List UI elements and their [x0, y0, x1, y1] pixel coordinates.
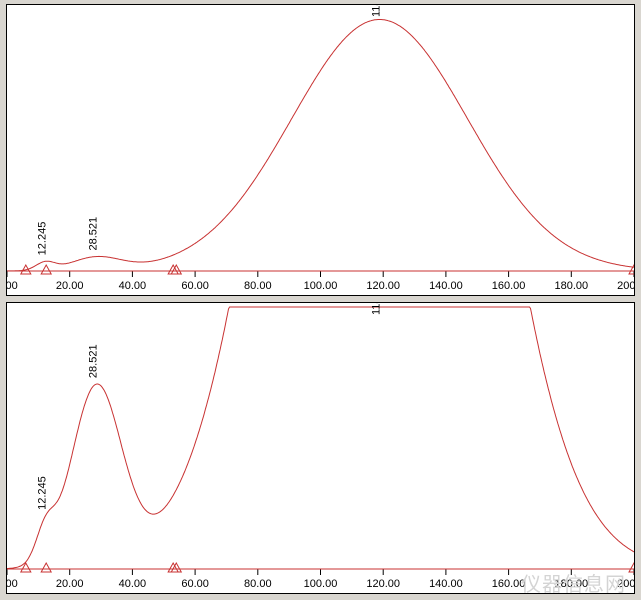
x-tick-label: 160.00 [492, 280, 526, 292]
peak-label: 118.849 [371, 5, 383, 17]
x-tick-label: 140.00 [429, 578, 463, 590]
peak-label: 28.521 [87, 344, 99, 378]
chromatogram-top-svg: 0.00 20.00 40.00 60.00 80.00 100.00 120.00 140.… [7, 5, 634, 295]
x-tick-label: 80.00 [244, 578, 272, 590]
x-tick-label: 60.00 [181, 578, 209, 590]
x-tick-label: 0.00 [7, 578, 18, 590]
peak-marker-icon [629, 563, 634, 572]
x-tick-label: 200.00 [617, 280, 634, 292]
x-tick-label: 140.00 [429, 280, 463, 292]
x-tick-label: 120.00 [366, 280, 400, 292]
peak-label: 28.521 [87, 217, 99, 251]
x-tick-label: 0.00 [7, 280, 18, 292]
x-tick-label: 120.00 [366, 578, 400, 590]
x-tick-label: 40.00 [119, 578, 147, 590]
peak-marker-icon [21, 563, 31, 572]
x-tick-label: 60.00 [181, 280, 209, 292]
peak-marker-icon [41, 265, 51, 274]
peak-label: 12.245 [36, 476, 48, 510]
chromatogram-bottom-svg: 0.00 20.00 40.00 60.00 80.00 100.00 120.00 140.… [7, 303, 634, 593]
x-tick-label: 100.00 [304, 578, 338, 590]
peak-label: 118.849 [371, 303, 383, 315]
chromatogram-curve [7, 20, 634, 271]
x-tick-label: 20.00 [56, 280, 84, 292]
x-tick-label: 20.00 [56, 578, 84, 590]
x-tick-label: 160.00 [492, 578, 526, 590]
x-tick-label: 100.00 [304, 280, 338, 292]
chromatogram-bottom: 0.00 20.00 40.00 60.00 80.00 100.00 120.00 140.… [6, 302, 635, 594]
x-tick-label: 200.00 [617, 578, 634, 590]
x-tick-label: 80.00 [244, 280, 272, 292]
x-tick-label: 180.00 [554, 280, 588, 292]
chromatogram-curve [7, 307, 634, 569]
x-tick-label: 40.00 [119, 280, 147, 292]
peak-label: 12.245 [36, 222, 48, 256]
peak-marker-icon [41, 563, 51, 572]
x-tick-label: 180.00 [554, 578, 588, 590]
chromatogram-top: 0.00 20.00 40.00 60.00 80.00 100.00 120.00 140.… [6, 4, 635, 296]
